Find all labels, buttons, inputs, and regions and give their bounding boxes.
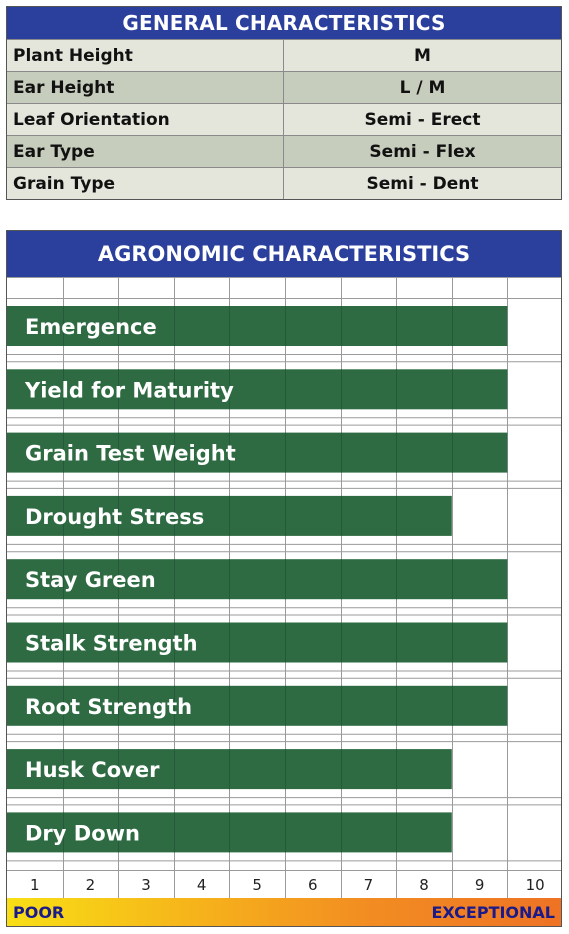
x-tick-label: 8 <box>419 876 429 894</box>
general-characteristics-table: GENERAL CHARACTERISTICS Plant Height M E… <box>6 6 562 200</box>
x-tick-label: 10 <box>526 876 545 894</box>
row-value: Semi - Flex <box>369 141 476 162</box>
x-tick-label: 1 <box>30 876 40 894</box>
bar-label: Stalk Strength <box>25 632 198 656</box>
agronomic-characteristics-chart: AGRONOMIC CHARACTERISTICS Emergence Yield… <box>6 230 562 927</box>
scale-high-label: EXCEPTIONAL <box>431 902 555 922</box>
rating-scale-bar: POOR EXCEPTIONAL <box>7 898 561 926</box>
x-tick-label: 3 <box>141 876 151 894</box>
row-label: Leaf Orientation <box>7 104 284 135</box>
bar <box>7 685 508 726</box>
table-row: Plant Height M <box>7 39 561 71</box>
bar-label: Yield for Maturity <box>24 378 234 402</box>
agronomic-bar-chart: Emergence Yield for Maturity Grain Test We… <box>7 277 561 898</box>
bar-label: Dry Down <box>25 821 140 845</box>
x-tick-label: 4 <box>197 876 207 894</box>
x-tick-label: 2 <box>86 876 96 894</box>
row-label: Plant Height <box>7 40 284 71</box>
bar-label: Husk Cover <box>25 758 160 782</box>
bar-label: Drought Stress <box>25 505 204 529</box>
bar <box>7 369 508 410</box>
row-value: L / M <box>399 77 446 98</box>
row-label: Ear Height <box>7 72 284 103</box>
bar <box>7 622 508 663</box>
table-row: Grain Type Semi - Dent <box>7 167 561 199</box>
table-row: Leaf Orientation Semi - Erect <box>7 103 561 135</box>
bar-label: Root Strength <box>25 695 192 719</box>
scale-low-label: POOR <box>13 902 65 922</box>
bar-label: Grain Test Weight <box>25 442 236 466</box>
x-tick-label: 7 <box>364 876 374 894</box>
table-row: Ear Type Semi - Flex <box>7 135 561 167</box>
bar-label: Emergence <box>25 315 157 339</box>
bar <box>7 432 508 473</box>
table-row: Ear Height L / M <box>7 71 561 103</box>
x-tick-label: 5 <box>252 876 262 894</box>
row-value: Semi - Dent <box>366 173 479 194</box>
x-tick-label: 6 <box>308 876 318 894</box>
agronomic-characteristics-title: AGRONOMIC CHARACTERISTICS <box>7 231 561 277</box>
x-tick-label: 9 <box>475 876 485 894</box>
row-value: M <box>414 45 431 66</box>
row-label: Ear Type <box>7 136 284 167</box>
bar-label: Stay Green <box>25 568 156 592</box>
row-label: Grain Type <box>7 168 284 199</box>
bar <box>7 559 508 600</box>
general-characteristics-title: GENERAL CHARACTERISTICS <box>7 7 561 39</box>
row-value: Semi - Erect <box>364 109 481 130</box>
bar <box>7 306 508 346</box>
